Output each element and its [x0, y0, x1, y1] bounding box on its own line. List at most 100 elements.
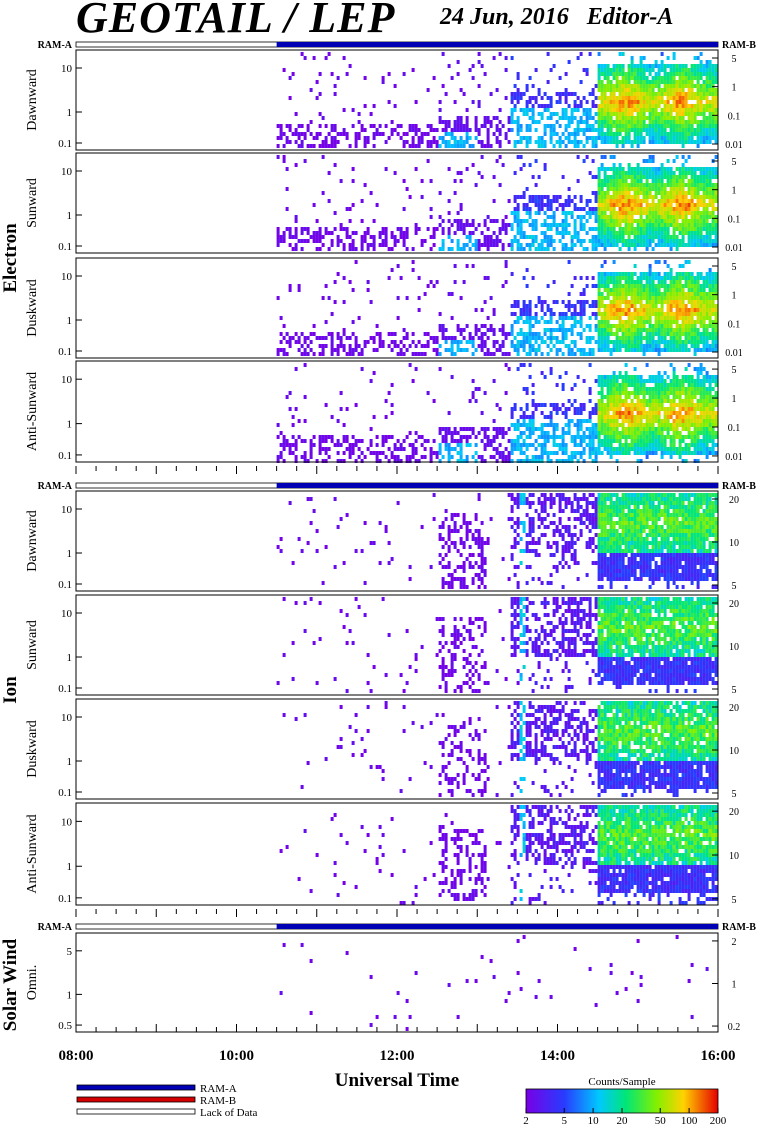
spectrogram-cell [405, 435, 409, 439]
spectrogram-cell [309, 340, 313, 344]
spectrogram-cell [450, 435, 454, 439]
spectrogram-cell [633, 92, 637, 96]
spectrogram-cell [648, 264, 652, 268]
spectrogram-cell [675, 155, 679, 159]
spectrogram-cell [708, 183, 712, 187]
spectrogram-cell [633, 379, 637, 383]
spectrogram-cell [687, 324, 691, 328]
spectrogram-cell [630, 431, 634, 435]
spectrogram-cell [684, 324, 688, 328]
spectrogram-cell [600, 203, 604, 207]
spectrogram-cell [360, 199, 364, 203]
spectrogram-cell [621, 296, 625, 300]
spectrogram-cell [468, 239, 472, 243]
spectrogram-cell [432, 227, 436, 231]
spectrogram-cell [675, 211, 679, 215]
spectrogram-cell [546, 455, 550, 459]
spectrogram-cell [510, 272, 514, 276]
spectrogram-cell [546, 344, 550, 348]
spectrogram-cell [510, 443, 514, 447]
spectrogram-cell [687, 239, 691, 243]
ram-a-segment [276, 924, 718, 929]
spectrogram-cell [633, 239, 637, 243]
spectrogram-cell [702, 68, 706, 72]
spectrogram-cell [651, 399, 655, 403]
spectrogram-cell [423, 455, 427, 459]
spectrogram-cell [525, 140, 529, 144]
spectrogram-cell [282, 68, 286, 72]
spectrogram-cell [678, 243, 682, 247]
spectrogram-cell [603, 320, 607, 324]
spectrogram-cell [501, 324, 505, 328]
spectrogram-cell [345, 336, 349, 340]
spectrogram-cell [486, 352, 490, 356]
spectrogram-cell [540, 427, 544, 431]
spectrogram-cell [558, 76, 562, 80]
spectrogram-cell [681, 276, 685, 280]
spectrogram-cell [687, 191, 691, 195]
spectrogram-cell [675, 84, 679, 88]
spectrogram-cell [510, 340, 514, 344]
spectrogram-cell [339, 227, 343, 231]
spectrogram-cell [354, 336, 358, 340]
spectrogram-cell [375, 203, 379, 207]
spectrogram-cell [597, 320, 601, 324]
spectrogram-cell [654, 235, 658, 239]
spectrogram-cell [297, 144, 301, 148]
spectrogram-cell [678, 171, 682, 175]
spectrogram-cell [627, 132, 631, 136]
spectrogram-cell [627, 223, 631, 227]
spectrogram-cell [477, 223, 481, 227]
spectrogram-cell [651, 207, 655, 211]
spectrogram-cell [609, 80, 613, 84]
spectrogram-cell [702, 140, 706, 144]
spectrogram-cell [630, 399, 634, 403]
spectrogram-cell [552, 443, 556, 447]
spectrogram-cell [621, 84, 625, 88]
spectrogram-cell [303, 132, 307, 136]
spectrogram-cell [702, 80, 706, 84]
spectrogram-cell [696, 235, 700, 239]
spectrogram-cell [516, 219, 520, 223]
spectrogram-cell [624, 223, 628, 227]
spectrogram-cell [675, 68, 679, 72]
spectrogram-cell [483, 300, 487, 304]
spectrogram-cell [711, 308, 715, 312]
spectrogram-cell [675, 64, 679, 68]
spectrogram-cell [276, 435, 280, 439]
spectrogram-cell [567, 199, 571, 203]
spectrogram-cell [654, 179, 658, 183]
spectrogram-cell [576, 207, 580, 211]
spectrogram-cell [489, 92, 493, 96]
spectrogram-cell [399, 340, 403, 344]
spectrogram-cell [714, 223, 718, 227]
spectrogram-cell [555, 112, 559, 116]
y-tick-label: 1 [67, 210, 73, 222]
spectrogram-cell [516, 419, 520, 423]
spectrogram-cell [672, 219, 676, 223]
spectrogram-cell [600, 415, 604, 419]
spectrogram-cell [627, 195, 631, 199]
spectrogram-cell [708, 344, 712, 348]
spectrogram-cell [609, 447, 613, 451]
spectrogram-cell [672, 199, 676, 203]
spectrogram-cell [492, 427, 496, 431]
spectrogram-cell [498, 120, 502, 124]
spectrogram-cell [594, 324, 598, 328]
spectrogram-cell [678, 80, 682, 84]
spectrogram-cell [504, 459, 508, 463]
spectrogram-cell [690, 276, 694, 280]
spectrogram-cell [690, 128, 694, 132]
spectrogram-cell [456, 459, 460, 463]
spectrogram-cell [591, 304, 595, 308]
spectrogram-cell [336, 443, 340, 447]
spectrogram-cell [474, 435, 478, 439]
spectrogram-cell [561, 383, 565, 387]
right-tick-label: 1 [732, 83, 737, 94]
spectrogram-cell [642, 439, 646, 443]
spectrogram-cell [690, 211, 694, 215]
spectrogram-cell [384, 231, 388, 235]
spectrogram-cell [573, 451, 577, 455]
spectrogram-cell [591, 191, 595, 195]
spectrogram-cell [645, 344, 649, 348]
